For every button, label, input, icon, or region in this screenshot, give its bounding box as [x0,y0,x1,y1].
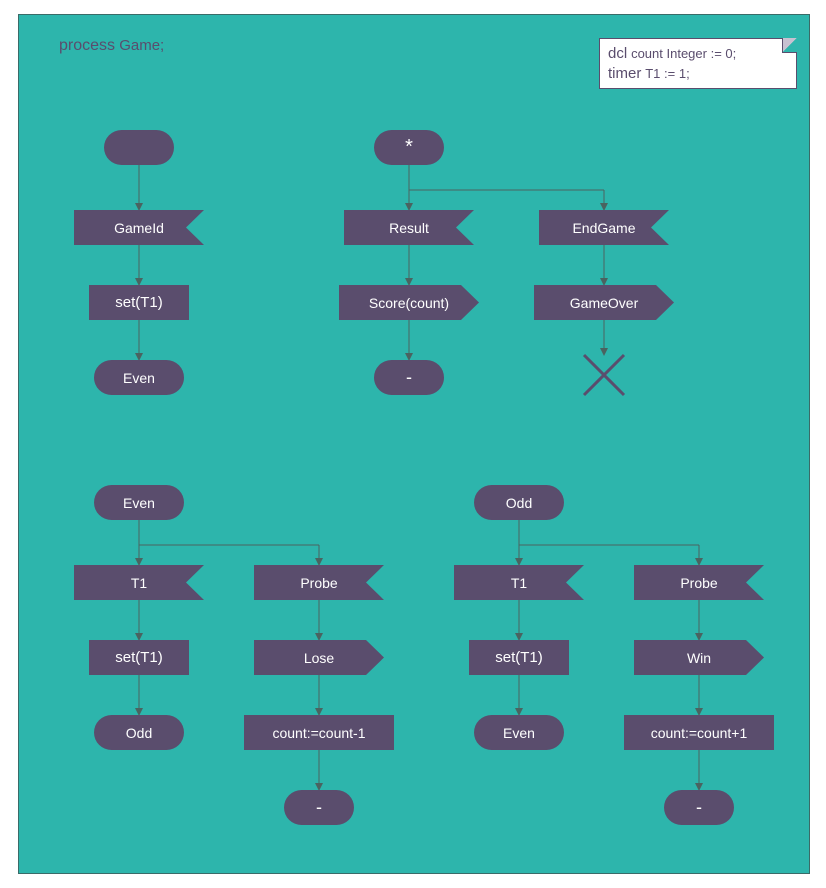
node-probe_in_b [634,565,764,600]
node-stop1 [584,355,624,395]
node-set_t1_b [89,640,189,675]
node-dash_state_b [664,790,734,825]
node-score_out [339,285,479,320]
node-lose_out [254,640,384,675]
node-even_state_c [474,715,564,750]
node-odd_state_b [474,485,564,520]
node-probe_in_a [254,565,384,600]
node-count_dec [244,715,394,750]
node-set_t1_a [89,285,189,320]
node-t1_in_b [454,565,584,600]
node-gameover_out [534,285,674,320]
node-odd_state_a [94,715,184,750]
diagram-frame: process Game; dcl count Integer := 0; ti… [18,14,810,874]
node-even_state_b [94,485,184,520]
node-even_state_a [94,360,184,395]
node-count_inc [624,715,774,750]
node-t1_in_a [74,565,204,600]
node-endgame_in [539,210,669,245]
node-dash_state_a [284,790,354,825]
node-start1 [104,130,174,165]
node-star_state [374,130,444,165]
diagram-svg [19,15,809,873]
node-set_t1_c [469,640,569,675]
canvas: process Game; dcl count Integer := 0; ti… [0,0,826,888]
node-result_in [344,210,474,245]
node-win_out [634,640,764,675]
node-gameid [74,210,204,245]
node-dash_state_mid [374,360,444,395]
